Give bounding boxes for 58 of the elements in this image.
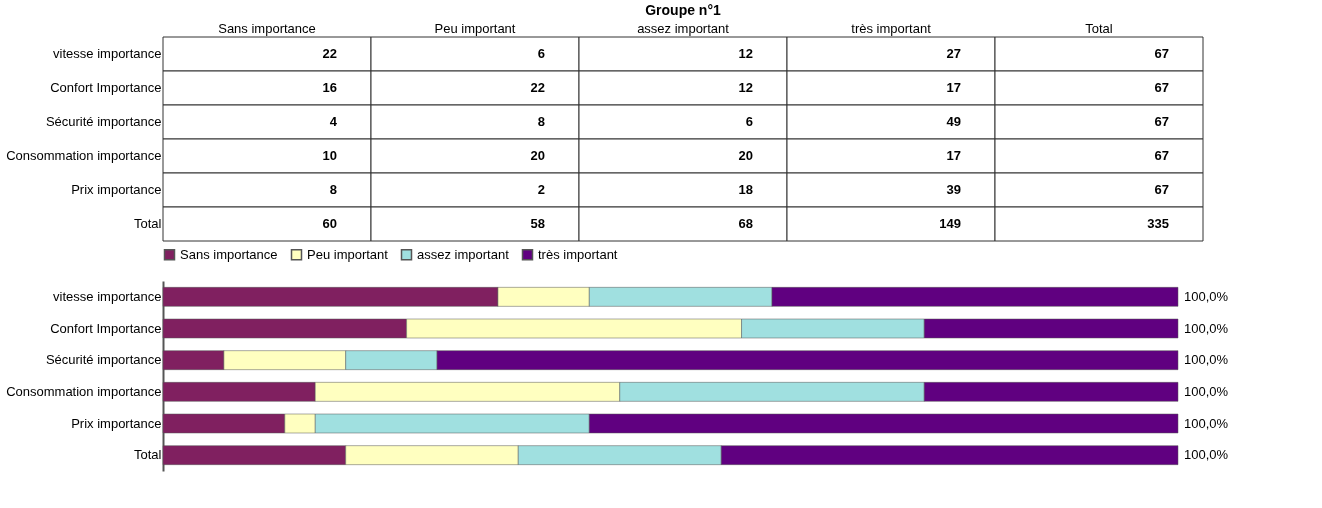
data-label: 22 (322, 46, 337, 61)
y-tick-label: Consommation importance (6, 383, 162, 399)
data-label: 8 (537, 114, 545, 129)
data-label: 18 (738, 182, 753, 197)
data-label: 12 (738, 46, 753, 61)
data-label: 67 (1154, 182, 1169, 197)
x-tick-label: Peu important (434, 20, 516, 36)
y-tick-label: Confort Importance (50, 80, 162, 95)
data-label: 22 (530, 80, 545, 95)
data-label: 16 (322, 80, 337, 95)
y-tick-label: Total (134, 216, 162, 231)
data-label: 67 (1154, 148, 1169, 163)
data-label: 12 (738, 80, 753, 95)
legend-label: assez important (417, 246, 510, 262)
data-label: 17 (946, 148, 961, 163)
y-tick-label: Sécurité importance (45, 352, 162, 368)
total-label: 100,0% (1184, 352, 1229, 368)
data-label: 20 (738, 148, 753, 163)
chart-title: Groupe n°1 (645, 2, 722, 18)
total-label: 100,0% (1184, 383, 1229, 399)
data-label: 20 (530, 148, 545, 163)
total-label: 100,0% (1184, 415, 1229, 431)
data-label: 2 (537, 182, 545, 197)
x-tick-label: assez important (637, 20, 730, 36)
data-label: 27 (946, 46, 961, 61)
y-tick-label: Total (134, 447, 162, 463)
total-label: 100,0% (1184, 288, 1229, 304)
y-tick-label: Confort Importance (50, 320, 162, 336)
data-label: 6 (745, 114, 753, 129)
x-tick-label: Sans importance (218, 20, 316, 36)
y-tick-label: Consommation importance (6, 148, 162, 163)
data-label: 6 (537, 46, 545, 61)
data-label: 67 (1154, 114, 1169, 129)
total-label: 100,0% (1184, 447, 1229, 463)
data-label: 67 (1154, 80, 1169, 95)
y-tick-label: Prix importance (71, 415, 162, 431)
y-tick-label: vitesse importance (53, 288, 162, 304)
y-tick-label: Sécurité importance (45, 114, 162, 129)
x-tick-label: Total (1085, 20, 1113, 36)
legend-label: Peu important (307, 246, 389, 262)
data-label: 39 (946, 182, 961, 197)
y-tick-label: vitesse importance (53, 46, 162, 61)
data-label: 335 (1147, 216, 1169, 231)
data-label: 68 (738, 216, 753, 231)
data-label: 4 (329, 114, 338, 129)
data-label: 60 (322, 216, 337, 231)
data-label: 58 (530, 216, 545, 231)
data-label: 10 (322, 148, 337, 163)
data-label: 17 (946, 80, 961, 95)
data-label: 49 (946, 114, 961, 129)
total-label: 100,0% (1184, 320, 1229, 336)
data-label: 149 (939, 216, 961, 231)
x-tick-label: très important (851, 20, 932, 36)
y-tick-label: Prix importance (71, 182, 162, 197)
data-label: 67 (1154, 46, 1169, 61)
legend-label: Sans importance (180, 246, 278, 262)
legend-label: très important (538, 246, 618, 262)
data-label: 8 (329, 182, 337, 197)
